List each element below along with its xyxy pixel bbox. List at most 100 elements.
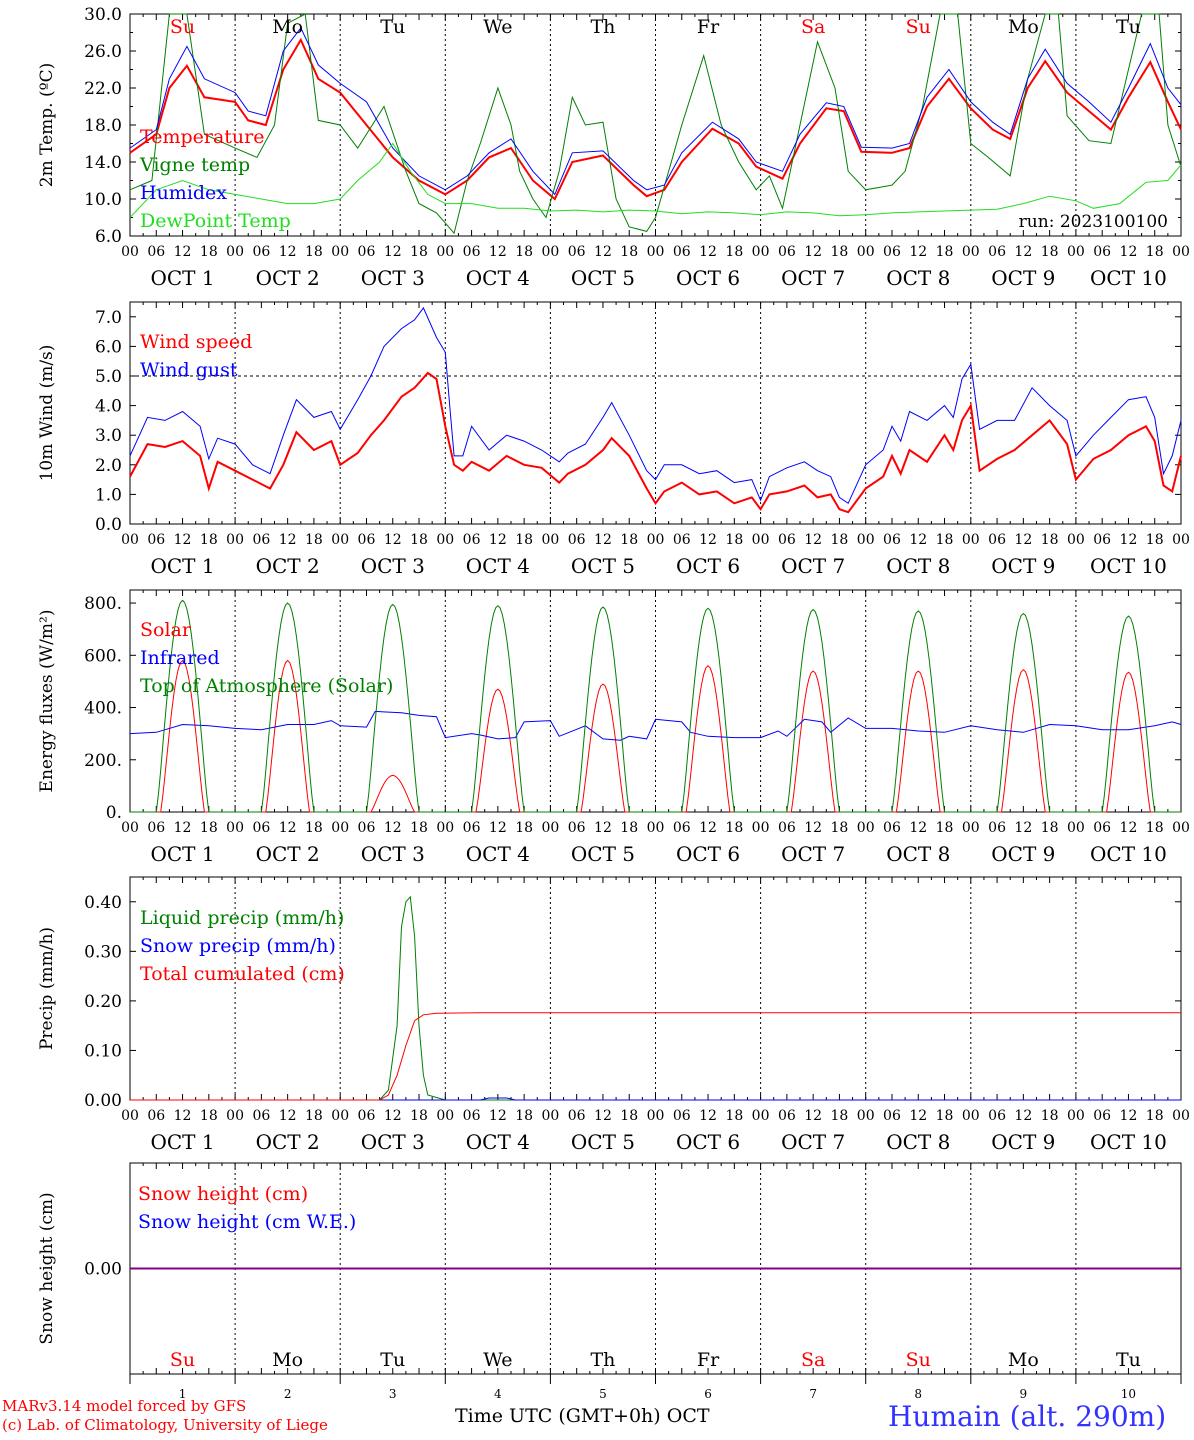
hour-tick-label: 06	[358, 532, 376, 548]
hour-tick-label: 12	[174, 1108, 192, 1124]
hour-tick-label: 06	[778, 244, 796, 260]
hour-tick-label: 06	[883, 244, 901, 260]
hour-tick-label: 18	[725, 532, 743, 548]
hour-tick-label: 00	[121, 1108, 139, 1124]
hour-tick-label: 00	[962, 1108, 980, 1124]
hour-tick-label: 18	[831, 820, 849, 836]
weekday-label: Su	[170, 1349, 195, 1371]
hour-tick-label: 00	[857, 532, 875, 548]
hour-tick-label: 00	[226, 1108, 244, 1124]
hour-tick-label: 18	[1146, 244, 1164, 260]
y-axis-label: Snow height (cm)	[37, 1192, 57, 1344]
day-number: 1	[179, 1387, 187, 1401]
hour-tick-label: 00	[1172, 532, 1190, 548]
hour-tick-label: 12	[384, 820, 402, 836]
hour-tick-label: 00	[1172, 244, 1190, 260]
hour-tick-label: 06	[147, 244, 165, 260]
hour-tick-label: 18	[1146, 532, 1164, 548]
hour-tick-label: 12	[384, 244, 402, 260]
weekday-label: Fr	[697, 16, 720, 38]
hour-tick-label: 18	[305, 532, 323, 548]
hour-tick-label: 12	[174, 532, 192, 548]
series-line	[130, 1097, 1181, 1101]
hour-tick-label: 00	[857, 1108, 875, 1124]
hour-tick-label: 00	[541, 820, 559, 836]
hour-tick-label: 00	[226, 532, 244, 548]
legend-entry: Humidex	[140, 182, 227, 204]
hour-tick-label: 18	[200, 820, 218, 836]
hour-tick-label: 18	[200, 1108, 218, 1124]
panel-precip: 0.40 0.30 0.20 0.10 0.00 Precip (mm/h) Liquid …	[37, 876, 1190, 1154]
hour-tick-label: 18	[620, 820, 638, 836]
legend-entry: DewPoint Temp	[140, 210, 291, 232]
hour-tick-label: 06	[1093, 820, 1111, 836]
hour-tick-label: 18	[515, 244, 533, 260]
y-tick-label: 10.0	[84, 190, 122, 210]
hour-tick-label: 00	[1067, 244, 1085, 260]
hour-tick-label: 12	[1120, 820, 1138, 836]
y-tick-label: 4.0	[95, 397, 122, 417]
series-line	[129, 142, 1182, 218]
hour-tick-label: 12	[1120, 532, 1138, 548]
hour-tick-label: 00	[857, 820, 875, 836]
series-line	[129, 306, 1182, 505]
legend-entry: Snow height (cm W.E.)	[138, 1211, 356, 1233]
hour-tick-label: 00	[541, 244, 559, 260]
series-line	[129, 37, 1182, 201]
station-title: Humain (alt. 290m)	[888, 1400, 1167, 1433]
day-number: 4	[494, 1387, 502, 1401]
hour-tick-label: 18	[936, 244, 954, 260]
hour-tick-label: 12	[174, 820, 192, 836]
hour-tick-label: 00	[752, 820, 770, 836]
date-label: OCT 3	[361, 554, 425, 578]
hour-tick-label: 00	[121, 532, 139, 548]
hour-tick-label: 06	[988, 1108, 1006, 1124]
legend-entry: Top of Atmosphere (Solar)	[140, 675, 393, 697]
date-label: OCT 3	[361, 842, 425, 866]
hour-tick-label: 06	[673, 244, 691, 260]
hour-tick-label: 00	[436, 820, 454, 836]
y-tick-label: 0.10	[84, 1041, 122, 1061]
hour-tick-label: 18	[1041, 532, 1059, 548]
hour-tick-label: 06	[463, 1108, 481, 1124]
hour-tick-label: 06	[1093, 1108, 1111, 1124]
hour-tick-label: 00	[436, 532, 454, 548]
weekday-label: Fr	[697, 1349, 720, 1371]
day-number: 8	[914, 1387, 922, 1401]
hour-tick-label: 18	[620, 532, 638, 548]
weekday-label: Tu	[1116, 16, 1141, 38]
hour-tick-label: 18	[831, 1108, 849, 1124]
hour-tick-label: 06	[147, 820, 165, 836]
date-label: OCT 8	[886, 266, 950, 290]
hour-tick-label: 00	[962, 820, 980, 836]
date-label: OCT 7	[781, 842, 845, 866]
weekday-label: Mo	[1008, 1349, 1039, 1371]
y-tick-label: 800.	[84, 594, 122, 614]
weekday-label: We	[483, 16, 512, 38]
hour-tick-label: 12	[699, 532, 717, 548]
weekday-label: Mo	[272, 1349, 303, 1371]
day-number: 5	[599, 1387, 607, 1401]
y-tick-label: 5.0	[95, 367, 122, 387]
y-tick-label: 6.0	[95, 227, 122, 247]
run-annotation: run: 2023100100	[1019, 212, 1168, 232]
date-label: OCT 2	[256, 554, 320, 578]
date-label: OCT 7	[781, 554, 845, 578]
hour-tick-label: 00	[1172, 1108, 1190, 1124]
date-label: OCT 1	[150, 554, 214, 578]
hour-tick-label: 12	[909, 532, 927, 548]
y-tick-label: 0.0	[95, 515, 122, 535]
date-label: OCT 2	[256, 266, 320, 290]
hour-tick-label: 18	[515, 1108, 533, 1124]
y-tick-label: 600.	[84, 646, 122, 666]
y-axis-label: 2m Temp. (ºC)	[37, 63, 57, 188]
date-label: OCT 7	[781, 1130, 845, 1154]
date-label: OCT 4	[466, 1130, 530, 1154]
date-label: OCT 9	[991, 266, 1055, 290]
hour-tick-label: 06	[673, 532, 691, 548]
hour-tick-label: 06	[778, 532, 796, 548]
hour-tick-label: 12	[909, 820, 927, 836]
hour-tick-label: 06	[358, 244, 376, 260]
hour-tick-label: 12	[804, 820, 822, 836]
date-label: OCT 4	[466, 842, 530, 866]
